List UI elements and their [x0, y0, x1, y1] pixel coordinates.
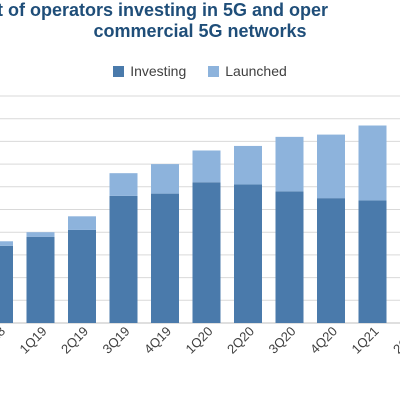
x-tick-label: 1Q20: [183, 324, 216, 357]
bar-investing-4q20: [317, 198, 345, 323]
bar-investing-1q21: [358, 200, 387, 323]
bar-launched-1q20: [192, 150, 221, 183]
bar-launched-3q19: [109, 173, 138, 196]
legend-label-launched: Launched: [225, 63, 287, 79]
legend-label-investing: Investing: [130, 63, 187, 79]
legend-item-investing: Investing: [113, 63, 186, 79]
x-tick-label: 2Q19: [58, 324, 91, 357]
bar-launched-4q18: [0, 241, 13, 246]
legend-swatch-investing: [113, 65, 125, 77]
bar-launched-4q19: [151, 164, 179, 194]
x-tick-label: 1Q19: [17, 324, 50, 357]
x-tick-label: 3Q20: [266, 324, 299, 357]
x-tick-label: 4Q19: [141, 324, 174, 357]
title-line-2: commercial 5G networks: [93, 21, 307, 41]
bar-launched-2q20: [234, 145, 262, 185]
bar-launched-2q19: [68, 216, 96, 230]
bar-launched-1q19: [26, 232, 55, 237]
bar-investing-2q20: [234, 184, 262, 323]
legend-swatch-launched: [208, 65, 220, 77]
x-tick-label: 3Q19: [100, 324, 133, 357]
bar-investing-1q20: [192, 182, 221, 323]
bar-investing-3q20: [275, 191, 304, 323]
bar-launched-3q20: [275, 136, 304, 192]
x-tick-label: 2Q21: [390, 324, 400, 357]
bar-investing-2q19: [68, 229, 96, 323]
x-tick-label: 1Q21: [349, 324, 382, 357]
x-tick-label: 2Q20: [224, 324, 257, 357]
legend-item-launched: Launched: [208, 63, 287, 79]
bar-investing-4q19: [151, 193, 179, 323]
x-tick-label: 4Q20: [307, 324, 340, 357]
x-tick-label: 4Q18: [0, 324, 8, 357]
chart-legend: Investing Launched: [0, 63, 400, 79]
bar-investing-3q19: [109, 195, 138, 323]
bar-launched-4q20: [317, 134, 345, 199]
bar-investing-1q19: [26, 236, 55, 323]
bar-launched-1q21: [358, 125, 387, 201]
title-line-1: nt of operators investing in 5G and oper: [0, 0, 329, 20]
bar-investing-4q18: [0, 245, 13, 323]
